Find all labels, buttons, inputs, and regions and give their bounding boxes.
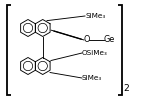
Text: 2: 2 [124,84,129,93]
Text: SiMe₃: SiMe₃ [86,13,106,19]
Text: OSiMe₃: OSiMe₃ [82,50,108,56]
Text: Ge: Ge [104,36,115,44]
Text: O: O [84,36,90,44]
Text: SiMe₃: SiMe₃ [82,75,102,81]
